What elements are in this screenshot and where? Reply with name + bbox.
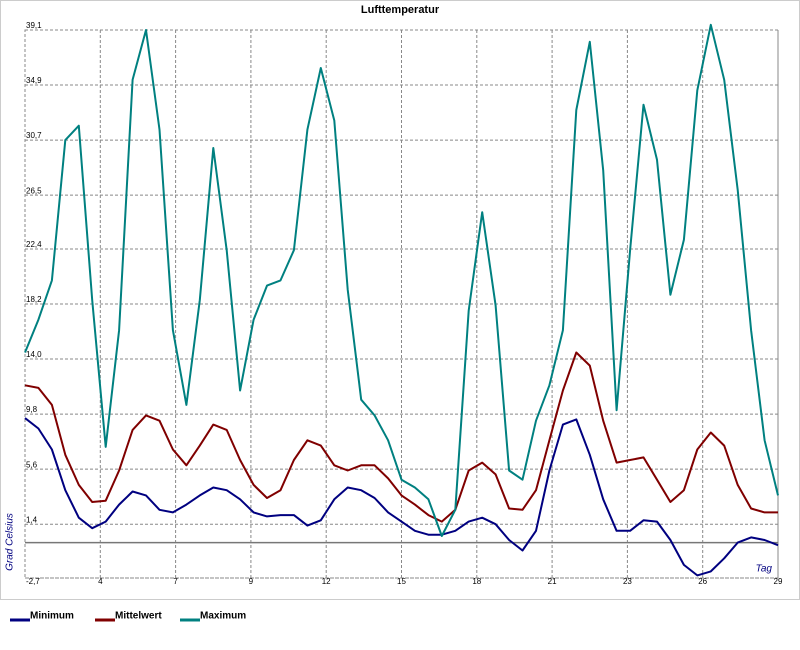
x-tick-label: 12 (322, 577, 331, 586)
y-tick-label: 39,1 (26, 21, 42, 30)
y-tick-label: 1,4 (26, 515, 38, 524)
y-tick-label: 22,4 (26, 240, 42, 249)
y-tick-label: 30,7 (26, 131, 42, 140)
series-line (24, 417, 779, 577)
y-tick-label: 14,0 (26, 350, 42, 359)
x-tick-label: 21 (548, 577, 557, 586)
y-tick-label: 26,5 (26, 186, 42, 195)
x-tick-label: 18 (472, 577, 481, 586)
chart-frame (0, 0, 800, 600)
series-line (24, 351, 778, 523)
series-line (24, 23, 779, 537)
y-tick-label: 9,8 (26, 405, 38, 414)
x-tick-label: 26 (698, 577, 707, 586)
x-tick-label: 4 (98, 577, 103, 586)
y-tick-label: -2,7 (26, 577, 40, 586)
legend-label: Minimum (30, 611, 74, 622)
x-tick-label: 23 (623, 577, 632, 586)
x-tick-label: 7 (173, 577, 178, 586)
y-tick-label: 5,6 (26, 460, 38, 469)
x-tick-label: 9 (249, 577, 254, 586)
x-axis-label: Tag (756, 564, 773, 575)
legend-label: Mittelwert (115, 611, 162, 622)
y-tick-label: 34,9 (26, 76, 42, 85)
legend-label: Maximum (200, 611, 246, 622)
x-tick-label: 29 (774, 577, 783, 586)
chart-title: Lufttemperatur (361, 4, 440, 16)
y-axis-label: Grad Celsius (5, 513, 16, 571)
x-tick-label: 15 (397, 577, 406, 586)
y-tick-label: 18,2 (26, 295, 42, 304)
